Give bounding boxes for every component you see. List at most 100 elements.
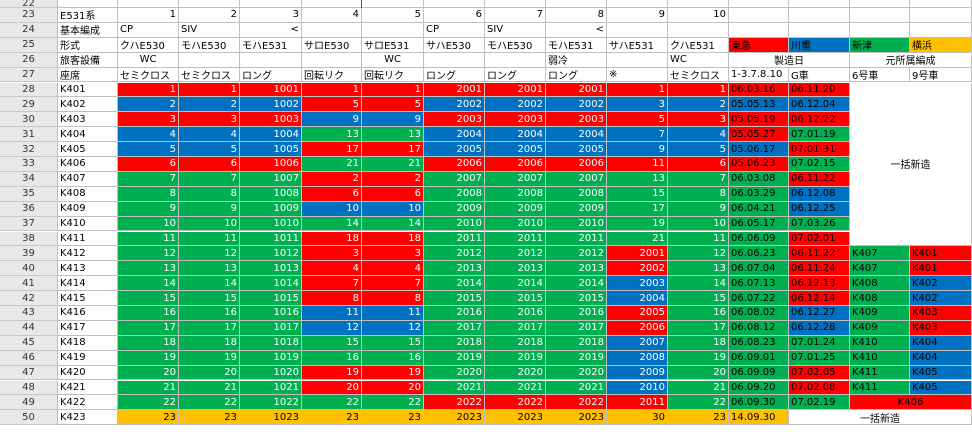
car-number-cell[interactable]: 5	[118, 142, 179, 157]
car-number-cell[interactable]: 19	[607, 216, 668, 232]
header-cell[interactable]: 1-3.7.8.10	[729, 67, 789, 83]
header-cell[interactable]	[850, 8, 910, 23]
car-number-cell[interactable]: 2019	[424, 350, 485, 366]
car-number-cell[interactable]: 2023	[546, 410, 607, 426]
car-number-cell[interactable]: 3	[179, 112, 240, 128]
car-number-cell[interactable]: 2018	[546, 335, 607, 351]
car-number-cell[interactable]: 2006	[424, 157, 485, 172]
car-number-cell[interactable]: 2001	[485, 82, 546, 98]
car-number-cell[interactable]: 2020	[485, 365, 546, 381]
car-number-cell[interactable]: 2012	[485, 246, 546, 262]
car-number-cell[interactable]: 1010	[240, 216, 302, 232]
row-header[interactable]: 27	[0, 67, 58, 83]
car-number-cell[interactable]: 12	[179, 246, 240, 262]
header-cell[interactable]: 回転リク	[302, 67, 362, 83]
header-cell[interactable]: 川重	[789, 37, 850, 53]
row-header[interactable]: 50	[0, 410, 58, 426]
car-number-cell[interactable]: 6	[118, 157, 179, 172]
car-number-cell[interactable]: 1007	[240, 171, 302, 187]
car-number-cell[interactable]: 2	[179, 97, 240, 113]
header-cell[interactable]: 6	[424, 8, 485, 23]
car-number-cell[interactable]: 10	[362, 201, 424, 217]
car-number-cell[interactable]: 2016	[546, 306, 607, 321]
car-number-cell[interactable]: 15	[607, 186, 668, 202]
car-number-cell[interactable]: 5	[607, 112, 668, 128]
g-car-date-cell[interactable]: 07.01.24	[789, 335, 850, 351]
origin-formation-cell[interactable]: K401	[910, 261, 972, 277]
car-number-cell[interactable]: 8	[118, 186, 179, 202]
header-cell[interactable]: 形式	[58, 37, 118, 53]
car-number-cell[interactable]: 20	[668, 365, 729, 381]
header-cell[interactable]	[910, 22, 972, 38]
car-number-cell[interactable]: 13	[118, 261, 179, 277]
car-number-cell[interactable]: 2022	[546, 395, 607, 411]
car-number-cell[interactable]: 12	[302, 320, 362, 336]
car-number-cell[interactable]: 18	[668, 335, 729, 351]
build-date-cell[interactable]: 06.05.17	[729, 216, 789, 232]
build-date-cell[interactable]: 06.08.02	[729, 306, 789, 321]
car-number-cell[interactable]: 2014	[485, 276, 546, 292]
car-number-cell[interactable]: 1014	[240, 276, 302, 292]
origin-formation-cell[interactable]: K404	[910, 350, 972, 366]
row-header[interactable]: 41	[0, 276, 58, 292]
header-cell[interactable]	[179, 0, 240, 8]
bulk-new-note[interactable]: 一括新造	[789, 410, 972, 426]
row-header[interactable]: 22	[0, 0, 58, 9]
build-date-cell[interactable]: 05.05.19	[729, 112, 789, 128]
g-car-date-cell[interactable]: 07.01.31	[789, 142, 850, 157]
car-number-cell[interactable]: 11	[362, 306, 424, 321]
car-number-cell[interactable]: 17	[302, 142, 362, 157]
car-number-cell[interactable]: 2003	[607, 276, 668, 292]
row-header[interactable]: 43	[0, 306, 58, 321]
row-header[interactable]: 26	[0, 52, 58, 68]
car-number-cell[interactable]: 3	[607, 97, 668, 113]
car-number-cell[interactable]: 10	[118, 216, 179, 232]
row-header[interactable]: 48	[0, 380, 58, 396]
car-number-cell[interactable]: 2	[668, 97, 729, 113]
car-number-cell[interactable]: 1003	[240, 112, 302, 128]
header-cell[interactable]: サロE530	[302, 37, 362, 53]
row-header[interactable]: 44	[0, 320, 58, 336]
car-number-cell[interactable]: 15	[668, 291, 729, 306]
car-number-cell[interactable]: 4	[362, 261, 424, 277]
car-number-cell[interactable]: 2020	[546, 365, 607, 381]
header-cell[interactable]: モハE531	[240, 37, 302, 53]
g-car-date-cell[interactable]: 07.02.19	[789, 395, 850, 411]
car-number-cell[interactable]: 1018	[240, 335, 302, 351]
header-cell[interactable]	[850, 0, 910, 8]
car-number-cell[interactable]: 5	[302, 97, 362, 113]
car-number-cell[interactable]: 2	[362, 171, 424, 187]
origin-formation-cell[interactable]: K407	[850, 246, 910, 262]
car-number-cell[interactable]: 11	[118, 231, 179, 247]
car-number-cell[interactable]: 2008	[607, 350, 668, 366]
header-cell[interactable]	[789, 8, 850, 23]
header-cell[interactable]	[668, 0, 729, 8]
car-number-cell[interactable]: 2003	[485, 112, 546, 128]
car-number-cell[interactable]: 1011	[240, 231, 302, 247]
car-number-cell[interactable]: 2010	[546, 216, 607, 232]
car-number-cell[interactable]: 5	[179, 142, 240, 157]
formation-id-cell[interactable]: K413	[58, 261, 118, 277]
car-number-cell[interactable]: 2009	[546, 201, 607, 217]
header-cell[interactable]: WC	[668, 52, 729, 68]
g-car-date-cell[interactable]: 06.11.24	[789, 261, 850, 277]
car-number-cell[interactable]: 18	[302, 231, 362, 247]
header-cell[interactable]: SIV	[485, 22, 546, 38]
row-header[interactable]: 25	[0, 37, 58, 53]
car-number-cell[interactable]: 7	[362, 276, 424, 292]
car-number-cell[interactable]: 2022	[424, 395, 485, 411]
origin-formation-cell[interactable]: K406	[850, 395, 972, 411]
car-number-cell[interactable]: 13	[668, 261, 729, 277]
build-date-cell[interactable]: 06.09.20	[729, 380, 789, 396]
header-cell[interactable]	[302, 52, 362, 68]
car-number-cell[interactable]: 3	[118, 112, 179, 128]
car-number-cell[interactable]: 10	[668, 216, 729, 232]
header-cell[interactable]: WC	[118, 52, 179, 68]
row-header[interactable]: 28	[0, 82, 58, 98]
origin-formation-cell[interactable]: K402	[910, 291, 972, 306]
car-number-cell[interactable]: 1016	[240, 306, 302, 321]
car-number-cell[interactable]: 10	[302, 201, 362, 217]
header-cell[interactable]: ※	[607, 67, 668, 83]
car-number-cell[interactable]: 1004	[240, 127, 302, 143]
